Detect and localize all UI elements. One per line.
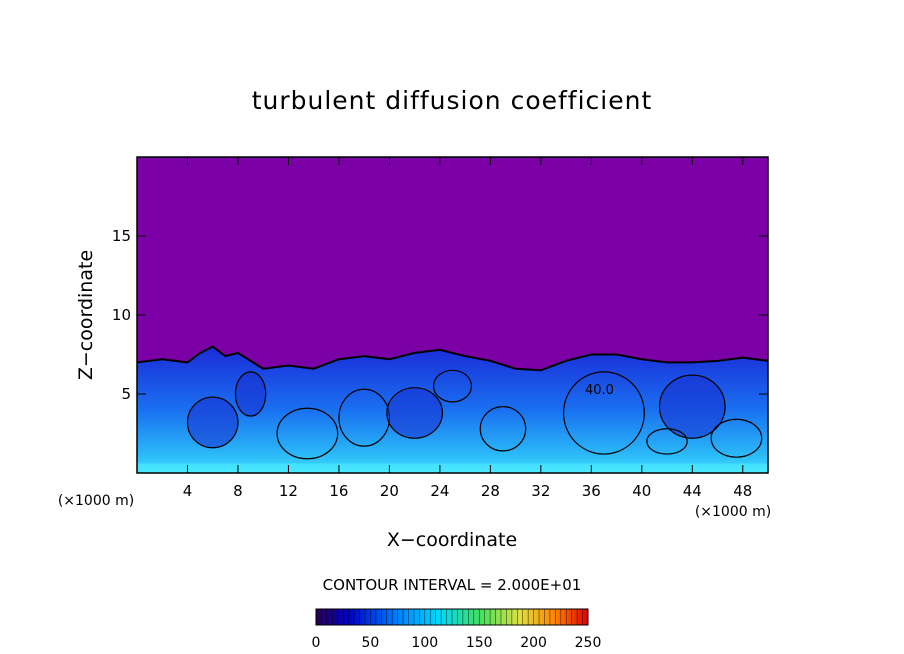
colorbar: 0 50 100 150 200 250 (312, 608, 602, 651)
colorbar-tick-label: 200 (520, 635, 547, 651)
colorbar-tick-label: 100 (411, 635, 438, 651)
contour-swirl (386, 387, 444, 439)
x-tick-label: 16 (329, 482, 348, 500)
boundary-layer-field (137, 346, 768, 473)
x-unit-right: (×1000 m) (695, 504, 771, 520)
x-tick-label: 20 (380, 482, 399, 500)
y-axis-label: Z−coordinate (75, 250, 97, 380)
contour-line-top (137, 345, 768, 372)
x-tick-label: 8 (233, 482, 243, 500)
x-tick-label: 24 (430, 482, 449, 500)
x-axis: 4 8 12 16 20 24 28 32 36 40 44 48 (183, 157, 752, 500)
contour-value-label: 40.0 (585, 383, 614, 398)
colorbar-tick-label: 0 (312, 635, 321, 651)
x-tick-label: 44 (683, 482, 702, 500)
x-tick-label: 48 (733, 482, 752, 500)
contour-swirl (710, 418, 763, 458)
contour-swirl (432, 369, 473, 403)
contour-swirl (479, 406, 527, 452)
contour-interval: CONTOUR INTERVAL = 2.000E+01 (322, 576, 582, 594)
x-axis-label: X−coordinate (387, 529, 517, 551)
y-tick-label: 10 (112, 306, 131, 324)
contour-swirl (186, 396, 239, 449)
x-tick-label: 36 (582, 482, 601, 500)
x-tick-label: 4 (183, 482, 193, 500)
x-unit-left: (×1000 m) (58, 493, 134, 509)
contour-swirl (276, 407, 339, 460)
y-axis: 5 10 15 (112, 227, 768, 403)
y-tick-label: 15 (112, 227, 131, 245)
colorbar-tick-label: 250 (575, 635, 602, 651)
y-tick-label: 5 (121, 385, 131, 403)
x-tick-label: 12 (279, 482, 298, 500)
contour-swirl (562, 371, 645, 455)
contour-swirl (234, 371, 267, 417)
contour-swirl (658, 374, 726, 439)
x-tick-label: 32 (531, 482, 550, 500)
colorbar-tick-label: 50 (361, 635, 379, 651)
x-tick-label: 28 (481, 482, 500, 500)
colorbar-tick-label: 150 (466, 635, 493, 651)
chart-title: turbulent diffusion coefficient (251, 86, 653, 115)
contour-swirl (646, 428, 688, 455)
plot-area: 40.0 (136, 156, 769, 474)
surface-band (137, 463, 768, 473)
x-tick-label: 40 (632, 482, 651, 500)
